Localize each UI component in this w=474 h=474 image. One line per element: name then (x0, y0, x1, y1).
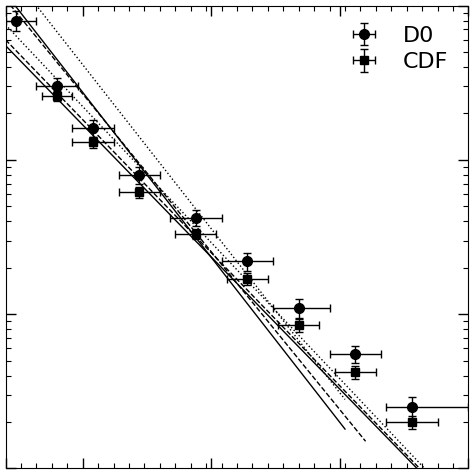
Legend: D0, CDF: D0, CDF (328, 17, 457, 81)
